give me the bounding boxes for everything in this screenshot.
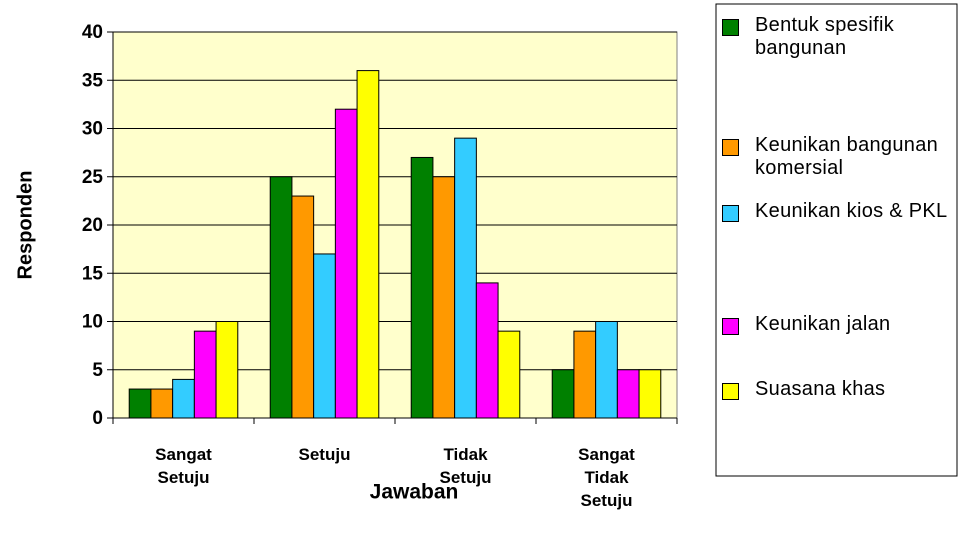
y-tick-label: 30 [82,119,103,140]
bar [291,195,315,419]
x-tick-label: Sangat Tidak Setuju [578,445,635,510]
y-tick-label: 20 [82,215,103,236]
legend-label: Keunikan jalan [755,313,891,335]
x-tick-label: Sangat Setuju [155,445,212,487]
bar [454,137,477,419]
bar [432,176,456,419]
y-tick-label: 0 [92,408,103,429]
bar [128,388,152,419]
y-tick-label: 10 [82,312,103,333]
bar [215,321,239,419]
bar [269,176,293,419]
legend-label: Bentuk spesifik bangunan [755,14,895,59]
bar [497,330,521,419]
legend-label: Suasana khas [755,378,886,400]
legend-swatch [722,139,739,156]
y-tick-label: 35 [82,70,104,91]
bar [313,253,336,419]
y-tick-label: 25 [82,167,104,188]
legend-swatch [722,205,739,222]
legend-label: Keunikan bangunan komersial [755,134,939,179]
bar [356,70,380,419]
bar [638,369,662,419]
x-axis-title: Jawaban [370,481,459,504]
bar [551,369,575,419]
bar [573,330,597,419]
bar [616,369,640,419]
y-tick-label: 40 [82,22,103,43]
legend-swatch [722,19,739,36]
y-axis-title: Responden [14,171,36,280]
bar [172,378,195,419]
bar [150,388,174,419]
y-tick-label: 5 [92,360,103,381]
x-tick-label: Setuju [298,445,351,464]
bar [193,330,217,419]
y-tick-label: 15 [82,263,104,284]
legend-box [715,3,958,477]
bar [334,108,358,419]
legend-label: Keunikan kios & PKL [755,200,948,222]
legend-swatch [722,383,739,400]
bar [410,156,434,419]
bar [595,321,618,419]
x-tick-label: Tidak Setuju [439,445,492,487]
bar [475,282,499,419]
legend-swatch [722,318,739,335]
